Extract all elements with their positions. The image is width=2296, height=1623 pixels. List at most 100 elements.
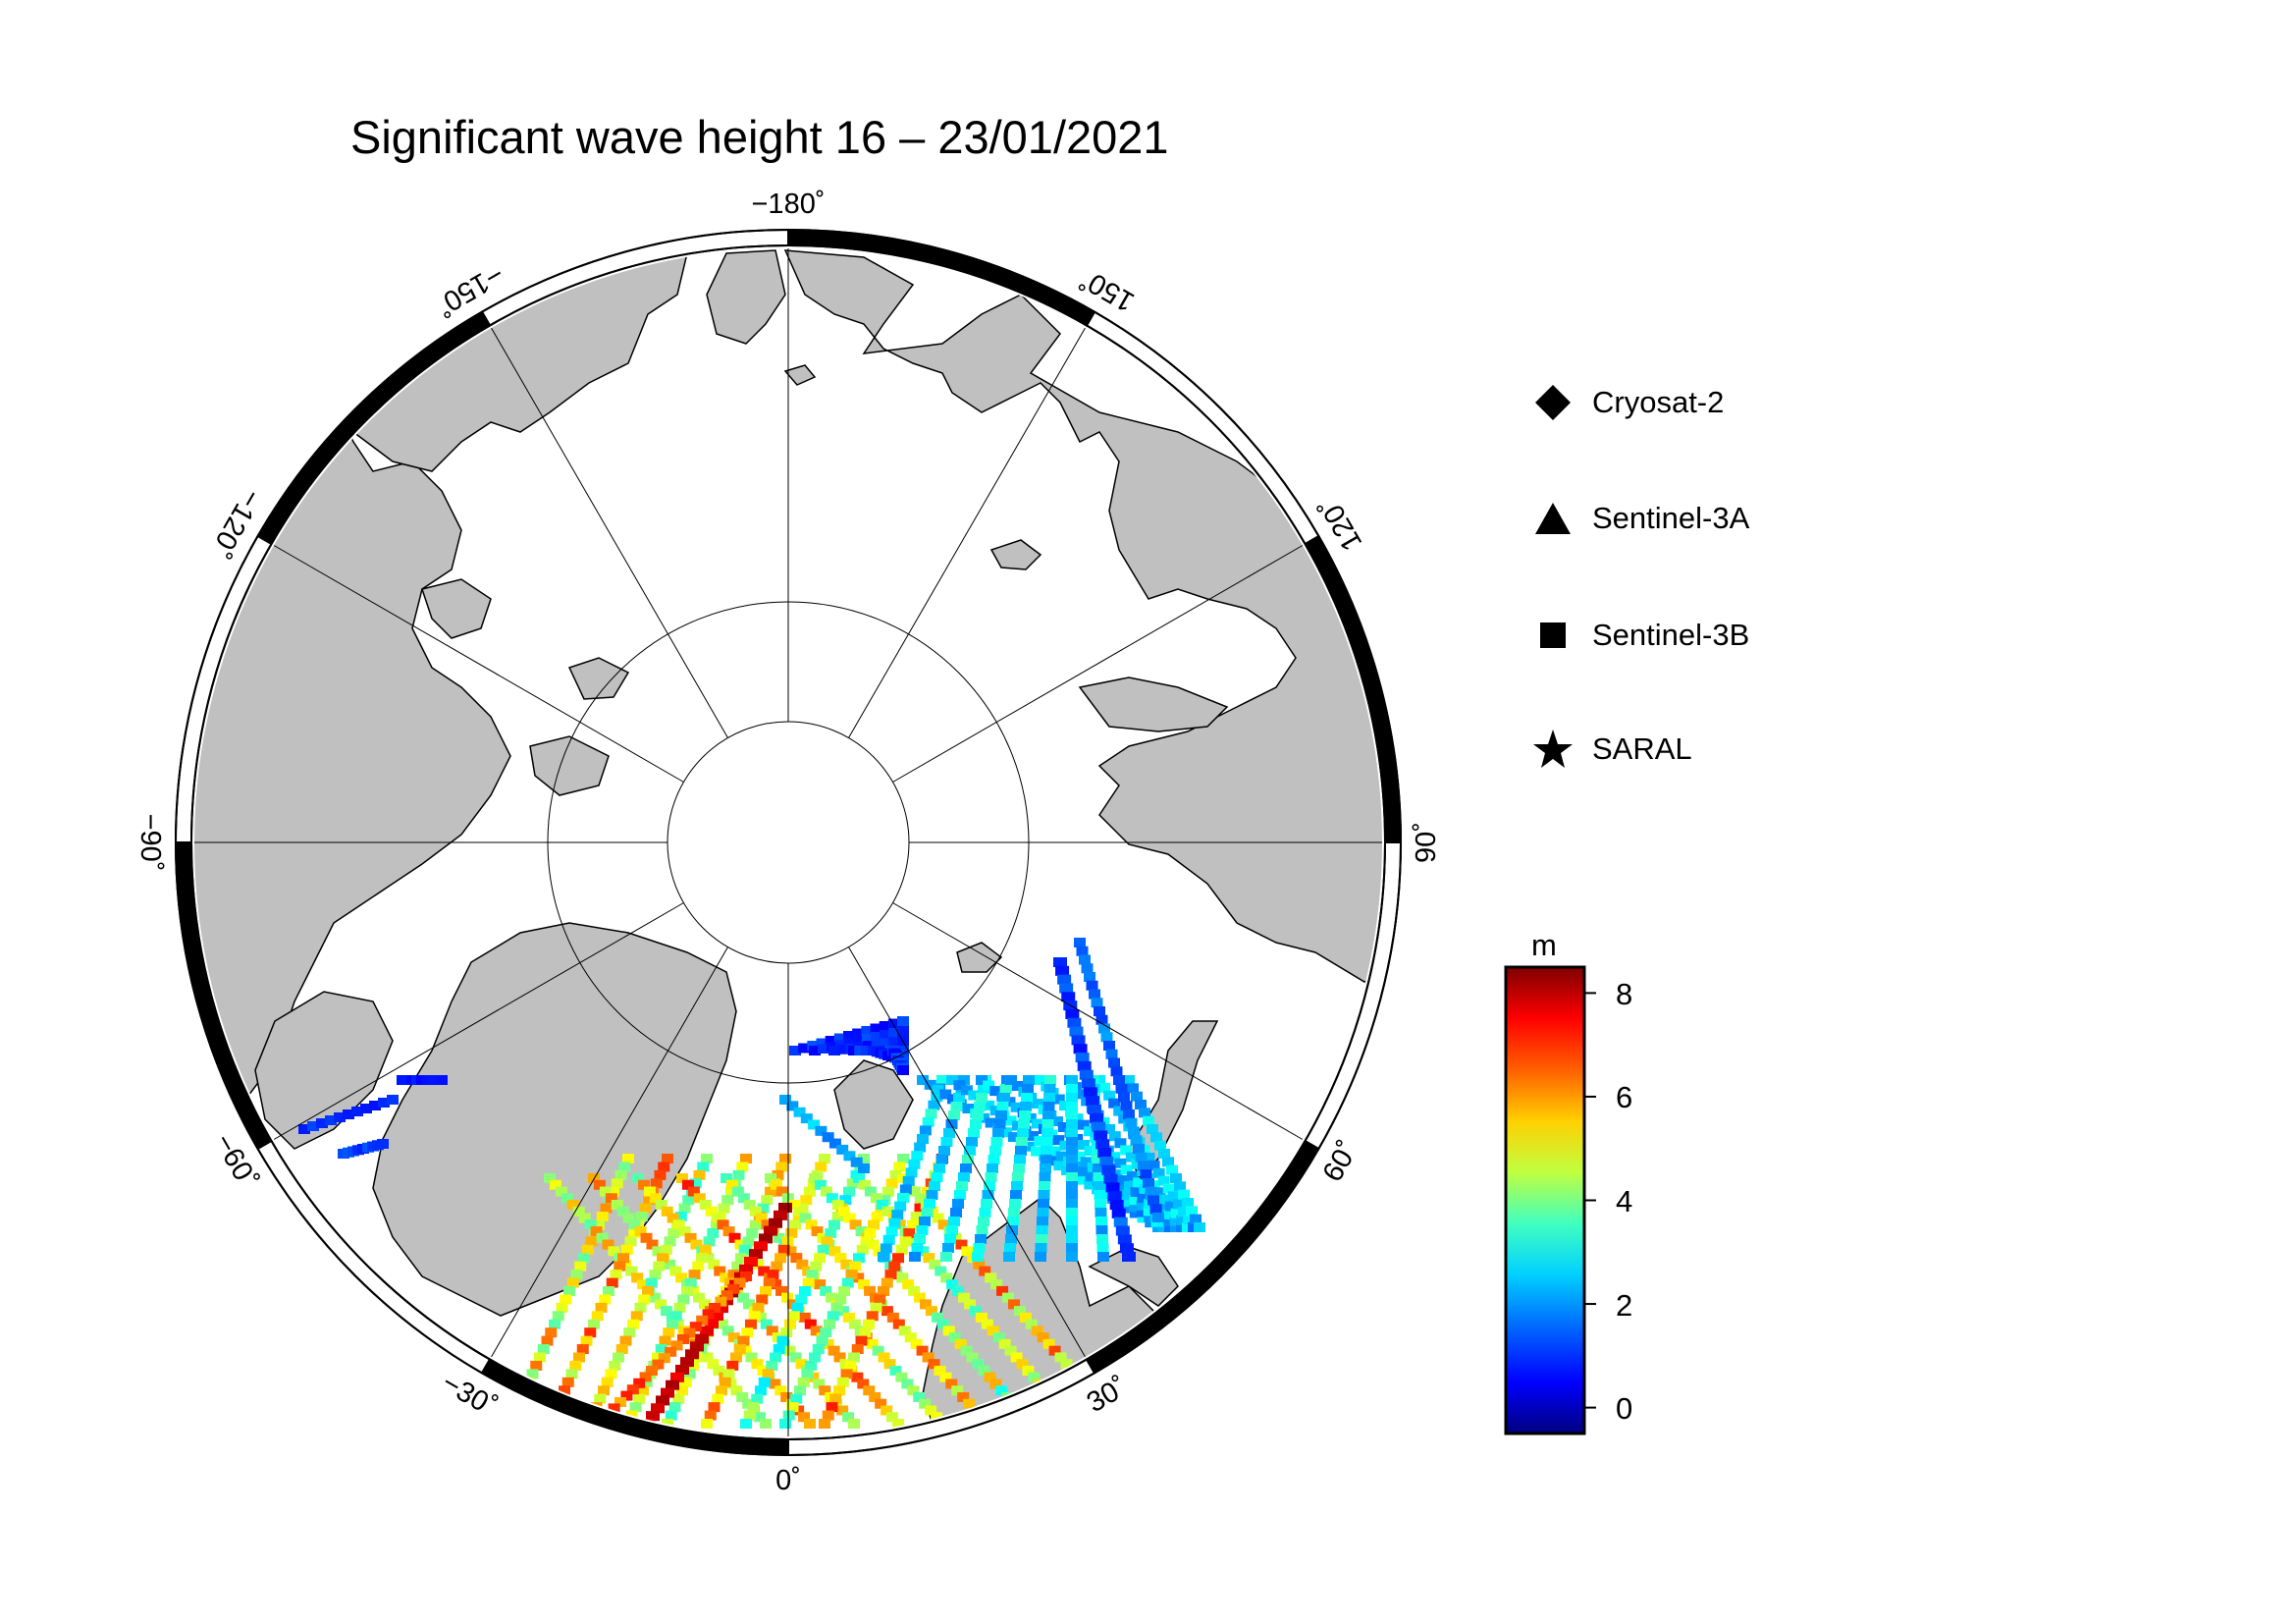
- track-sample: [1097, 1252, 1109, 1262]
- track-sample: [1059, 1140, 1072, 1151]
- track-sample: [707, 1359, 720, 1370]
- track-sample: [735, 1253, 747, 1264]
- track-sample: [1103, 1173, 1118, 1184]
- track-sample: [1136, 1207, 1148, 1217]
- track-sample: [1060, 1359, 1073, 1370]
- track-sample: [858, 1179, 871, 1190]
- track-sample: [1066, 1208, 1078, 1217]
- track-sample: [1178, 1189, 1190, 1200]
- track-sample: [829, 1393, 842, 1404]
- track-sample: [725, 1179, 738, 1190]
- map-frame: [174, 228, 1403, 1457]
- track-sample: [808, 1119, 821, 1130]
- track-sample: [712, 1393, 724, 1404]
- track-sample: [657, 1253, 668, 1264]
- track-sample: [645, 1277, 658, 1288]
- track-sample: [996, 1285, 1009, 1296]
- track-sample: [1093, 1172, 1105, 1182]
- track-sample: [961, 1246, 974, 1257]
- track-sample: [861, 1026, 874, 1036]
- track-sample: [638, 1294, 651, 1305]
- track-sample: [628, 1219, 641, 1230]
- track-sample: [948, 1110, 960, 1120]
- track-sample: [570, 1270, 583, 1280]
- track-sample: [945, 1379, 958, 1389]
- track-sample: [722, 1369, 735, 1380]
- track-sample: [886, 1412, 899, 1423]
- track-sample: [1079, 1069, 1094, 1080]
- track-sample: [888, 1261, 901, 1271]
- track-sample: [703, 1236, 716, 1247]
- track-sample: [705, 1206, 718, 1217]
- track-sample: [1055, 965, 1070, 976]
- meridian-line: [892, 902, 1304, 1140]
- track-sample: [897, 1016, 909, 1026]
- track-sample: [834, 1253, 847, 1264]
- land-taymyr: [1078, 676, 1229, 732]
- track-sample: [1075, 1089, 1088, 1100]
- track-sample: [688, 1270, 701, 1280]
- track-sample: [1113, 1075, 1125, 1085]
- track-sample: [741, 1327, 754, 1338]
- track-sample: [945, 1119, 958, 1129]
- track-sample: [1157, 1175, 1170, 1186]
- track-sample: [572, 1206, 585, 1217]
- colorbar: [1504, 965, 1586, 1435]
- track-sample: [378, 1098, 390, 1108]
- track-sample: [1019, 1412, 1032, 1423]
- land-arctic-island-1: [421, 578, 492, 639]
- colorbar-tick-label: 8: [1616, 977, 1633, 1011]
- track-sample: [914, 1203, 927, 1214]
- track-sample: [984, 1181, 995, 1191]
- track-sample: [1130, 1135, 1143, 1146]
- track-sample: [822, 1410, 834, 1421]
- track-sample: [1014, 1155, 1026, 1164]
- track-sample: [634, 1226, 647, 1237]
- track-sample: [619, 1259, 632, 1270]
- legend-label: Sentinel-3A: [1592, 501, 1750, 535]
- track-sample: [811, 1226, 824, 1237]
- track-sample: [721, 1290, 733, 1301]
- track-sample: [836, 1405, 849, 1416]
- colorbar-tick-label: 4: [1616, 1184, 1633, 1218]
- track-sample: [1190, 1214, 1201, 1224]
- track-sample: [1137, 1193, 1149, 1203]
- track-sample: [541, 1335, 554, 1346]
- track-sample: [1022, 1084, 1034, 1094]
- track-sample: [793, 1206, 806, 1217]
- track-sample: [617, 1253, 629, 1264]
- track-sample: [711, 1213, 723, 1223]
- track-sample: [904, 1332, 917, 1343]
- wave-height-tracks: [298, 938, 1205, 1436]
- track-sample: [1020, 1102, 1032, 1111]
- track-sample: [1012, 1172, 1024, 1182]
- track-sample: [719, 1377, 731, 1387]
- track-sample: [940, 1252, 952, 1262]
- track-sample: [779, 1095, 791, 1105]
- track-sample: [737, 1335, 750, 1346]
- track-sample: [939, 1089, 952, 1100]
- track-sample: [693, 1193, 706, 1204]
- track-sample: [871, 1032, 882, 1042]
- track-sample: [785, 1227, 798, 1238]
- track-sample: [931, 1172, 943, 1182]
- diamond-icon: [1531, 381, 1575, 424]
- track-sample: [1108, 1098, 1121, 1109]
- track-sample: [662, 1419, 673, 1429]
- track-sample: [978, 1217, 989, 1226]
- track-sample: [1118, 1092, 1130, 1103]
- track-sample: [819, 1385, 831, 1396]
- track-sample: [786, 1402, 799, 1413]
- track-sample: [923, 1253, 935, 1264]
- track-sample: [873, 1246, 885, 1257]
- track-sample: [658, 1162, 670, 1172]
- track-sample: [640, 1232, 653, 1243]
- track-sample: [693, 1169, 706, 1180]
- track-sample: [929, 1181, 940, 1191]
- track-sample: [1095, 1225, 1108, 1235]
- track-sample: [1041, 1137, 1053, 1147]
- track-sample: [954, 1338, 967, 1349]
- track-sample: [633, 1378, 646, 1388]
- track-sample: [635, 1212, 648, 1222]
- track-sample: [1133, 1144, 1145, 1154]
